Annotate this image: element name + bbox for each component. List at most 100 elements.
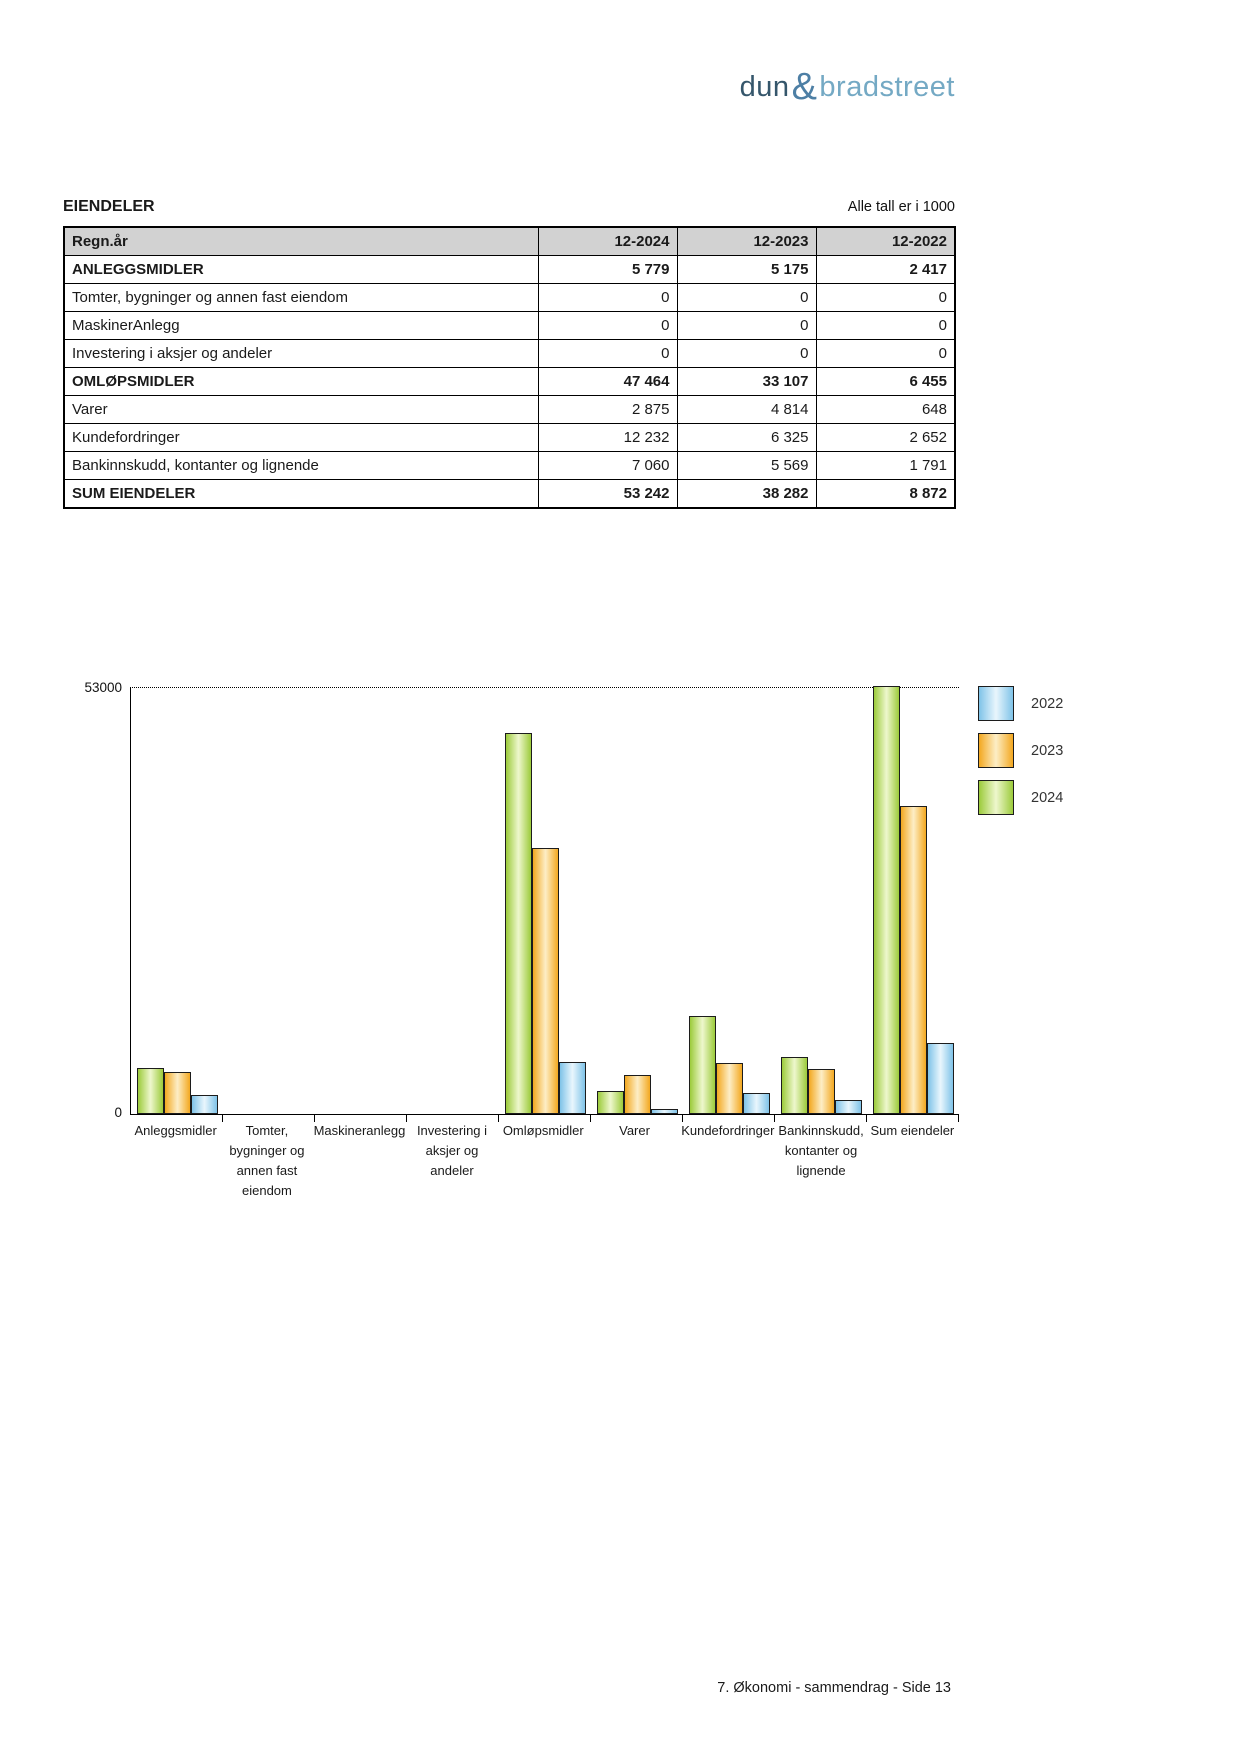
footer-page-label: 7. Økonomi - sammendrag - Side 13 [717,1680,951,1696]
table-row: Bankinnskudd, kontanter og lignende 7 060… [63,451,956,480]
x-axis-label-line: Maskineranlegg [313,1123,406,1138]
x-axis-label: Sum eiendeler [867,1121,958,1201]
chart-bar-2024 [688,1015,716,1114]
section-header: EIENDELER Alle tall er i 1000 [63,198,955,216]
x-axis-tick [314,1115,316,1122]
chart-bar-2022 [742,1092,770,1114]
row-label: ANLEGGSMIDLER [63,255,539,284]
row-label: MaskinerAnlegg [63,311,539,340]
row-value: 6 455 [815,367,956,396]
legend-swatch-2022 [978,686,1014,721]
table-row: ANLEGGSMIDLER 5 779 5 175 2 417 [63,255,956,284]
row-value: 2 652 [815,423,956,452]
x-axis-label-line: Anleggsmidler [134,1123,217,1138]
legend-label-2024: 2024 [1031,789,1064,806]
x-axis-tick [406,1115,408,1122]
table-row: SUM EIENDELER 53 242 38 282 8 872 [63,479,956,509]
chart-bar-2023 [807,1069,835,1114]
x-axis-label: Bankinnskudd, kontanter og lignende [775,1121,866,1201]
x-axis-label-line: annen fast [236,1163,298,1178]
x-axis-label: Maskineranlegg [313,1121,407,1201]
table-header-year: 12-2024 [537,226,678,256]
x-axis-label: Varer [589,1121,680,1201]
x-axis-label: Investering i aksjer og andeler [406,1121,497,1201]
logo-text-dun: dun [739,71,790,103]
row-value: 0 [815,311,956,340]
chart-legend: 2022 2023 2024 [978,686,1108,846]
row-value: 5 779 [537,255,678,284]
assets-table: Regn.år 12-2024 12-2023 12-2022 ANLEGGSMIDLE… [63,226,956,509]
row-value: 53 242 [537,479,678,509]
row-label: Bankinnskudd, kontanter og lignende [63,451,539,480]
table-header-year: 12-2023 [676,226,817,256]
x-axis-label-line: Tomter, [245,1123,289,1138]
row-value: 38 282 [676,479,817,509]
x-axis-label-line: bygninger og [229,1143,305,1158]
table-row: Investering i aksjer og andeler 0 0 0 [63,339,956,368]
x-axis-label-line: eiendom [241,1183,292,1198]
table-row: OMLØPSMIDLER 47 464 33 107 6 455 [63,367,956,396]
x-axis-label-line: aksjer og [425,1143,479,1158]
logo-text-bradstreet: bradstreet [819,71,955,103]
row-value: 0 [676,339,817,368]
x-axis-label-line: Investering i [416,1123,488,1138]
chart-bar-2023 [899,806,927,1114]
table-header-year: 12-2022 [815,226,956,256]
row-value: 0 [537,339,678,368]
dun-and-bradstreet-logo: dun & bradstreet [739,68,955,106]
chart-bar-2024 [504,732,532,1114]
units-note: Alle tall er i 1000 [847,199,955,215]
x-axis-label: Kundefordringer [680,1121,775,1201]
x-axis-tick [774,1115,776,1122]
chart-bar-2022 [558,1062,586,1114]
row-value: 0 [676,311,817,340]
row-label: SUM EIENDELER [63,479,539,509]
row-value: 648 [815,395,956,424]
x-axis-label: Anleggsmidler [130,1121,221,1201]
row-value: 2 417 [815,255,956,284]
row-value: 8 872 [815,479,956,509]
x-axis-label: Omløpsmidler [498,1121,589,1201]
table-header-regnar: Regn.år [63,226,539,256]
legend-label-2022: 2022 [1031,695,1064,712]
chart-bar-2022 [190,1094,218,1114]
page-title: EIENDELER [63,198,155,215]
row-value: 0 [676,283,817,312]
chart-bar-2024 [780,1057,808,1114]
x-axis-label-line: Bankinnskudd, [778,1123,864,1138]
x-axis-labels: Anleggsmidler Tomter, bygninger og annen fa… [130,1121,958,1201]
y-axis-tick-zero: 0 [114,1105,122,1120]
x-axis-tick [590,1115,592,1122]
x-axis-label-line: Omløpsmidler [502,1123,584,1138]
table-row: MaskinerAnlegg 0 0 0 [63,311,956,340]
legend-item-2024: 2024 [978,780,1063,815]
x-axis-tick [682,1115,684,1122]
x-axis-tick [866,1115,868,1122]
chart-bar-2022 [650,1108,678,1114]
chart-bar-2023 [531,847,559,1114]
table-header-row: Regn.år 12-2024 12-2023 12-2022 [63,226,956,256]
row-label: Kundefordringer [63,423,539,452]
row-value: 0 [537,311,678,340]
legend-label-2023: 2023 [1031,742,1064,759]
row-value: 4 814 [676,395,817,424]
chart-bar-2024 [596,1090,624,1114]
legend-swatch-2024 [978,780,1014,815]
row-label: Tomter, bygninger og annen fast eiendom [63,283,539,312]
row-value: 0 [815,339,956,368]
chart-bar-2023 [715,1063,743,1114]
x-axis-label: Tomter, bygninger og annen fast eiendom [221,1121,312,1201]
row-value: 47 464 [537,367,678,396]
row-label: Varer [63,395,539,424]
chart-bar-2023 [163,1072,191,1114]
row-value: 7 060 [537,451,678,480]
row-value: 12 232 [537,423,678,452]
chart-plot-area [130,686,960,1122]
chart-bar-2024 [136,1067,164,1114]
y-axis-tick-max: 53000 [84,680,122,695]
chart-bar-2022 [926,1042,954,1114]
row-value: 33 107 [676,367,817,396]
legend-item-2022: 2022 [978,686,1063,721]
row-value: 2 875 [537,395,678,424]
